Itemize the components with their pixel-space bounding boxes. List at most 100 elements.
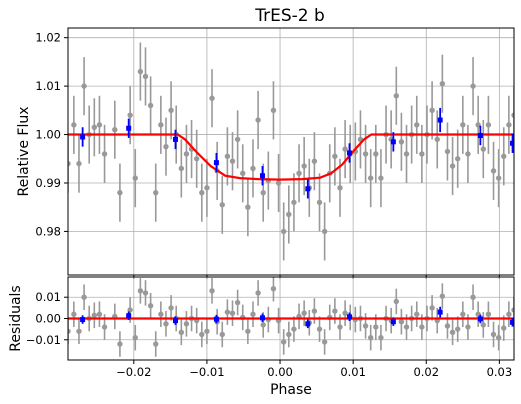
raw-point [465,151,471,157]
raw-point [286,331,292,338]
raw-point [193,156,200,162]
raw-point [460,311,466,317]
raw-point [219,331,225,338]
raw-point [291,326,297,332]
raw-point [495,175,502,181]
raw-point [501,325,507,331]
binned-point [259,173,265,179]
x-tick-label: −0.01 [189,365,224,379]
raw-point [444,148,451,155]
raw-point [245,328,251,334]
binned-point [172,136,178,142]
raw-point [132,334,138,341]
raw-point [245,204,251,210]
raw-point [255,117,261,123]
x-tick-label: 0.03 [487,365,513,379]
residuals-y-axis-label: Residuals [8,285,24,351]
binned-point [213,316,219,322]
raw-point [511,307,514,313]
raw-point [393,298,399,305]
raw-point [362,151,369,157]
binned-point [80,317,86,323]
raw-flux-series [68,42,514,261]
raw-point [240,170,246,176]
raw-point [332,308,338,314]
binned-point [510,319,514,325]
raw-point [470,294,476,300]
raw-point [112,127,118,133]
flux-panel-frame [67,27,515,276]
raw-point [142,73,149,80]
raw-point [96,311,103,317]
raw-point [414,122,420,128]
binned-residuals-series [80,306,514,329]
flux-y-ticks: 0.98 0.99 1.00 1.01 1.02 [35,31,68,238]
raw-point [311,308,318,314]
raw-point [495,334,502,341]
raw-point [393,93,399,99]
raw-point [342,146,348,152]
flux-panel-plot-area [68,42,514,261]
raw-point [91,312,98,319]
raw-point [270,107,277,114]
raw-point [163,321,169,327]
raw-point [153,189,159,196]
raw-point [96,122,103,128]
raw-point [178,165,185,172]
x-tick-label: 0.01 [340,365,366,379]
raw-point [501,153,507,160]
raw-point [137,288,144,294]
raw-point [403,151,410,157]
raw-point [71,311,77,317]
y-tick-label: 1.00 [35,128,61,142]
raw-point [229,310,236,316]
raw-point [142,290,149,296]
raw-point [101,151,108,157]
y-tick-label: 1.02 [35,31,61,45]
binned-point [477,133,483,139]
binned-point [346,150,352,156]
raw-point [337,324,343,330]
raw-point [178,329,185,336]
raw-point [511,112,514,118]
flux-panel: 0.98 0.99 1.00 1.01 1.02 Relative Flux [16,27,515,279]
raw-point [449,163,456,169]
raw-point [199,331,205,338]
raw-point [367,334,374,341]
raw-point [117,341,123,347]
y-tick-label: 0.98 [35,224,61,238]
chart-title: TrES-2 b [254,6,325,26]
raw-point [255,290,261,296]
binned-point [437,309,443,315]
raw-point [286,211,292,218]
raw-point [127,307,133,313]
raw-point [117,189,123,196]
raw-point [439,80,446,87]
raw-point [199,189,205,196]
raw-point [76,328,82,334]
raw-point [419,324,425,330]
raw-residuals-series [68,277,514,357]
raw-point [224,309,231,315]
raw-point [480,146,486,152]
raw-point [490,168,497,174]
binned-point [80,134,86,140]
raw-point [158,122,164,128]
raw-point [455,156,461,162]
binned-point [305,186,311,192]
raw-point [183,151,190,157]
binned-point [305,321,311,327]
raw-point [480,322,486,328]
raw-point [414,311,420,317]
raw-point [470,83,476,89]
raw-point [147,102,154,109]
raw-point [291,199,297,206]
raw-point [429,305,435,311]
raw-point [332,153,338,160]
raw-point [362,323,369,329]
raw-point [403,324,410,330]
raw-point [204,328,210,334]
x-tick-label: 0.02 [413,365,439,379]
raw-point [270,286,277,292]
